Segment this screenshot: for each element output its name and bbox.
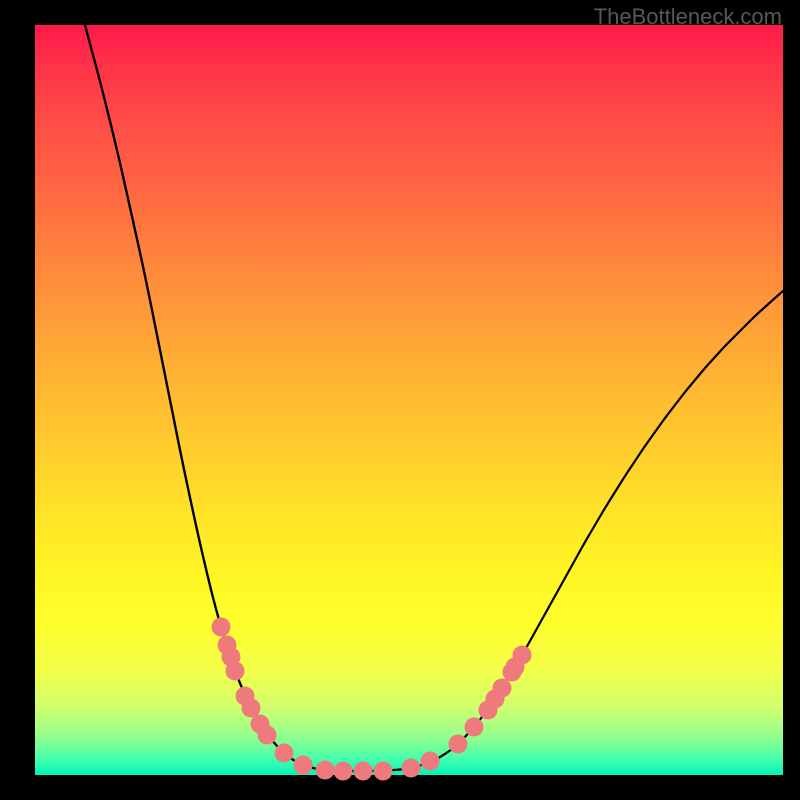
data-marker bbox=[493, 679, 512, 698]
data-marker bbox=[294, 756, 313, 775]
plot-area bbox=[35, 25, 783, 775]
data-marker bbox=[226, 662, 245, 681]
data-marker bbox=[354, 762, 373, 781]
data-marker bbox=[402, 758, 421, 777]
data-marker bbox=[275, 744, 294, 763]
data-marker bbox=[449, 735, 468, 754]
data-marker bbox=[258, 726, 277, 745]
data-marker bbox=[212, 618, 231, 637]
watermark-text: TheBottleneck.com bbox=[594, 4, 782, 30]
data-marker bbox=[334, 761, 353, 780]
data-marker bbox=[465, 718, 484, 737]
data-marker bbox=[374, 761, 393, 780]
data-marker bbox=[513, 646, 532, 665]
data-marker bbox=[316, 761, 335, 780]
data-marker bbox=[421, 752, 440, 771]
curve-right bbox=[360, 291, 783, 771]
curves-svg bbox=[35, 25, 783, 775]
